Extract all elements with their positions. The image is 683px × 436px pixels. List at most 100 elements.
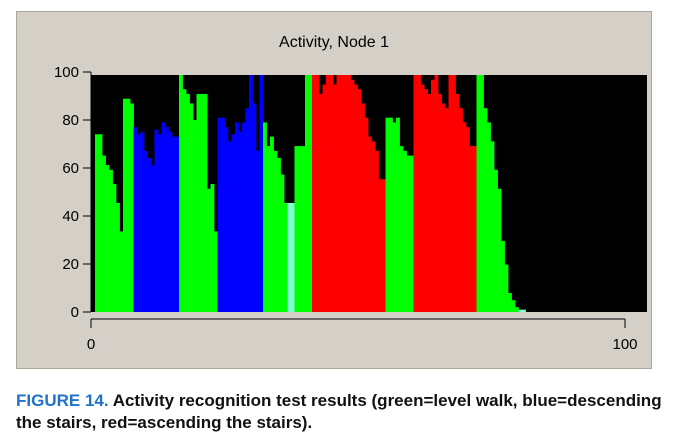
bar-level_walk xyxy=(280,174,285,312)
bar-level_walk xyxy=(105,165,110,312)
bar-descending xyxy=(172,136,176,312)
y-tick-label: 60 xyxy=(62,160,79,177)
bar-descending xyxy=(161,122,166,313)
bar-descending xyxy=(217,117,222,312)
bar-ascending xyxy=(329,75,334,312)
bar-level_walk xyxy=(126,98,131,312)
bar-level_walk xyxy=(214,231,218,312)
x-tick-label: 0 xyxy=(87,336,95,353)
bar-level_walk xyxy=(263,122,267,313)
bar-descending xyxy=(252,103,257,312)
bar-descending xyxy=(154,129,159,312)
bar-descending xyxy=(151,165,155,312)
bar-descending xyxy=(238,131,243,312)
bar-level_walk xyxy=(179,75,183,312)
bar-descending xyxy=(168,131,173,312)
bar-level_walk xyxy=(112,184,117,312)
bar-level_walk xyxy=(494,169,498,312)
bar-ascending xyxy=(434,75,439,312)
bar-descending xyxy=(165,127,169,312)
bar-ascending xyxy=(312,75,316,312)
bar-descending xyxy=(245,108,250,313)
bar-ascending xyxy=(431,79,435,313)
bar-level_walk xyxy=(501,240,505,312)
bar-level_walk xyxy=(119,231,124,312)
bar-descending xyxy=(137,134,141,312)
bar-descending xyxy=(249,75,253,312)
bar-ascending xyxy=(452,75,456,312)
bar-level_walk xyxy=(109,169,113,312)
bar-level_walk xyxy=(98,134,103,312)
bar-level_walk xyxy=(487,122,491,313)
bar-ascending xyxy=(375,150,379,312)
bar-level_walk xyxy=(294,146,299,312)
activity-chart: 0 20 40 60 80 100 0 100 xyxy=(54,64,647,353)
bar-level_walk xyxy=(203,93,208,313)
caption-text: Activity recognition test results (green… xyxy=(16,391,662,432)
bar-level_walk xyxy=(308,75,313,312)
bar-transition xyxy=(522,309,526,312)
bar-descending xyxy=(175,136,180,312)
bar-level_walk xyxy=(305,75,309,312)
bar-descending xyxy=(221,117,225,312)
bar-level_walk xyxy=(480,75,484,312)
bar-level_walk xyxy=(210,184,215,312)
y-tick-label: 80 xyxy=(62,112,79,129)
figure-caption: FIGURE 14. Activity recognition test res… xyxy=(16,390,676,434)
x-tick-label: 100 xyxy=(612,336,637,353)
bar-level_walk xyxy=(301,146,306,312)
bar-level_walk xyxy=(392,122,397,313)
y-tick-label: 0 xyxy=(71,304,79,321)
bar-descending xyxy=(256,150,260,312)
bar-ascending xyxy=(441,103,446,312)
bar-ascending xyxy=(417,75,421,312)
bar-ascending xyxy=(455,93,460,313)
bar-ascending xyxy=(322,84,327,312)
bar-level_walk xyxy=(284,202,288,312)
bar-level_walk xyxy=(189,103,194,312)
bar-level_walk xyxy=(385,117,390,312)
bar-ascending xyxy=(469,146,474,312)
chart-title: Activity, Node 1 xyxy=(279,34,389,51)
bar-level_walk xyxy=(277,157,281,312)
bar-ascending xyxy=(382,179,386,312)
bar-ascending xyxy=(361,103,365,312)
bar-level_walk xyxy=(123,98,127,312)
bar-level_walk xyxy=(490,141,495,312)
bar-level_walk xyxy=(399,146,404,312)
bar-level_walk xyxy=(95,134,99,312)
bar-descending xyxy=(242,122,246,313)
bar-ascending xyxy=(473,146,477,312)
bar-ascending xyxy=(343,75,348,312)
bar-level_walk xyxy=(298,146,302,312)
bar-ascending xyxy=(336,75,341,312)
bar-ascending xyxy=(354,84,358,312)
bar-descending xyxy=(144,150,148,312)
bar-level_walk xyxy=(266,146,271,312)
bar-descending xyxy=(231,134,236,312)
y-tick-label: 40 xyxy=(62,208,79,225)
bar-level_walk xyxy=(389,117,393,312)
bar-transition xyxy=(291,202,295,312)
bar-ascending xyxy=(350,79,355,313)
bar-level_walk xyxy=(102,155,106,312)
bar-ascending xyxy=(340,75,344,312)
bar-level_walk xyxy=(476,75,481,312)
bar-transition xyxy=(287,202,292,312)
bar-descending xyxy=(224,127,229,312)
bar-level_walk xyxy=(186,93,190,313)
bar-descending xyxy=(158,134,162,312)
bar-ascending xyxy=(347,75,351,312)
bar-level_walk xyxy=(207,188,211,312)
bar-ascending xyxy=(420,84,425,312)
y-tick-label: 20 xyxy=(62,256,79,273)
bar-ascending xyxy=(333,84,337,312)
figure-panel: Activity, Node 1 0 20 40 60 80 100 0 100 xyxy=(16,11,652,369)
bar-ascending xyxy=(424,89,428,312)
bar-ascending xyxy=(459,108,463,313)
bar-ascending xyxy=(438,93,442,313)
bar-level_walk xyxy=(196,93,201,313)
y-tick-label: 100 xyxy=(54,64,79,81)
bar-descending xyxy=(133,127,138,312)
bar-level_walk xyxy=(403,150,407,312)
